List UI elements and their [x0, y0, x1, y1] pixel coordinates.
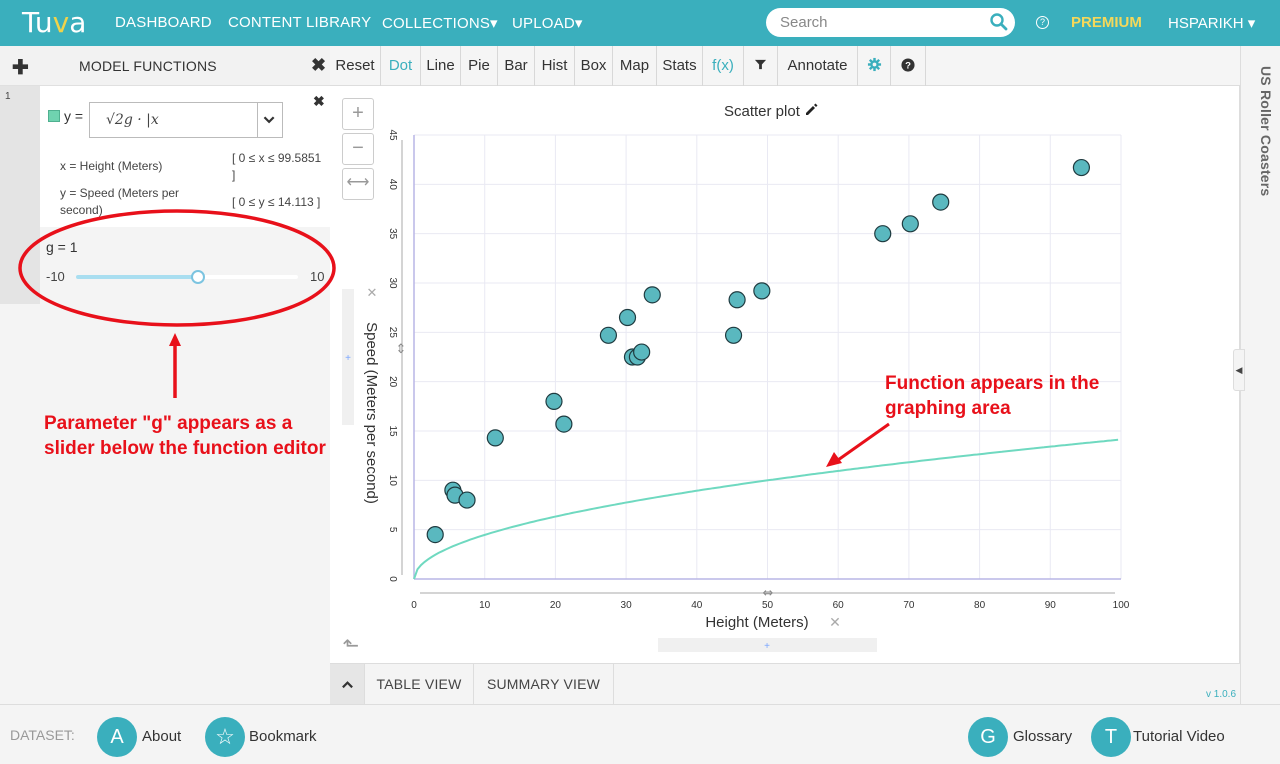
premium-link[interactable]: PREMIUM [1071, 14, 1142, 31]
help-button[interactable]: ? [891, 46, 926, 86]
user-menu[interactable]: HSPARIKH ▾ [1168, 15, 1256, 32]
function-gutter: 1 [0, 86, 40, 304]
hist-button[interactable]: Hist [535, 46, 575, 86]
y-range-label: [ 0 ≤ y ≤ 14.113 ] [232, 195, 321, 209]
x-variable-label: x = Height (Meters) [60, 159, 163, 173]
bookmark-star-icon[interactable]: ☆ [205, 717, 245, 757]
search-input[interactable] [780, 12, 980, 33]
tutorial-icon[interactable]: T [1091, 717, 1131, 757]
function-input[interactable]: √2g · |x [89, 102, 258, 138]
chevron-up-icon [341, 681, 353, 689]
param-g-label: g = 1 [46, 239, 78, 255]
version-label: v 1.0.6 [1206, 689, 1237, 700]
y-variable-label: y = Speed (Meters per second) [60, 186, 180, 217]
param-g-slider[interactable] [76, 270, 298, 284]
function-number: 1 [5, 91, 11, 102]
toggle-table-panel-button[interactable] [330, 664, 365, 704]
slider-thumb[interactable] [191, 270, 206, 284]
annotation-right-text: Function appears in the graphing area [885, 373, 1100, 419]
footer: DATASET: A About ☆ Bookmark G Glossary T… [0, 704, 1280, 764]
about-button[interactable]: About [142, 728, 182, 745]
model-functions-panel: ✚ MODEL FUNCTIONS ✖ 1 y = √2g · |x ✖ x =… [0, 46, 330, 704]
fit-button[interactable]: ⟷ [342, 168, 374, 200]
map-button[interactable]: Map [613, 46, 657, 86]
pencil-icon[interactable] [804, 103, 818, 117]
question-circle-icon[interactable]: ? [1036, 16, 1049, 29]
search-icon[interactable] [989, 12, 1009, 32]
param-max-label: 10 [310, 269, 325, 284]
bottom-tabs: TABLE VIEW SUMMARY VIEW [330, 664, 1240, 704]
dataset-label: DATASET: [10, 727, 75, 743]
glossary-icon[interactable]: G [968, 717, 1008, 757]
search-box [766, 8, 1015, 37]
nav-upload[interactable]: UPLOAD▾ [512, 15, 583, 32]
graph-toolbar: Reset Dot Line Pie Bar Hist Box Map Stat… [330, 46, 1240, 86]
svg-text:?: ? [905, 61, 911, 72]
function-dropdown-button[interactable] [257, 102, 283, 138]
tutorial-video-button[interactable]: Tutorial Video [1133, 728, 1225, 745]
graph-title[interactable]: Scatter plot [724, 103, 818, 120]
nav-collections[interactable]: COLLECTIONS▾ [382, 15, 498, 32]
stats-button[interactable]: Stats [657, 46, 703, 86]
close-panel-icon[interactable]: ✖ [311, 55, 327, 75]
zoom-out-button[interactable]: − [342, 133, 374, 165]
annotate-button[interactable]: Annotate [778, 46, 858, 86]
rail-collapse-handle[interactable]: ◀ [1233, 349, 1245, 391]
x-range-line2: ] [232, 168, 236, 182]
panel-title: MODEL FUNCTIONS [79, 58, 217, 74]
filter-icon [754, 59, 767, 70]
panel-header: ✚ MODEL FUNCTIONS ✖ [0, 46, 330, 86]
param-min-label: -10 [46, 269, 65, 284]
fx-button[interactable]: f(x) [703, 46, 744, 86]
parameter-slider-block: g = 1 -10 10 [40, 227, 330, 304]
box-button[interactable]: Box [575, 46, 613, 86]
x-range-label: [ 0 ≤ x ≤ 99.5851 ] [232, 150, 328, 184]
delete-function-icon[interactable]: ✖ [313, 93, 325, 109]
dot-button[interactable]: Dot [381, 46, 421, 86]
dataset-title[interactable]: US Roller Coasters [1258, 66, 1274, 197]
slider-fill [76, 275, 199, 279]
function-color-swatch[interactable] [48, 110, 60, 122]
chevron-down-icon [263, 116, 275, 124]
pie-button[interactable]: Pie [461, 46, 498, 86]
about-icon[interactable]: A [97, 717, 137, 757]
add-function-button[interactable]: ✚ [12, 57, 29, 79]
tab-summary-view[interactable]: SUMMARY VIEW [474, 664, 614, 704]
help-icon: ? [901, 58, 915, 72]
function-expression: √2g · |x [106, 112, 159, 128]
bookmark-button[interactable]: Bookmark [249, 728, 317, 745]
tuva-logo[interactable]: Tuva [22, 6, 87, 39]
reset-button[interactable]: Reset [330, 46, 381, 86]
annotation-left-text: Parameter "g" appears as a slider below … [44, 413, 326, 459]
settings-button[interactable] [858, 46, 891, 86]
filter-button[interactable] [744, 46, 778, 86]
tab-table-view[interactable]: TABLE VIEW [365, 664, 474, 704]
x-range-line1: [ 0 ≤ x ≤ 99.5851 [232, 151, 322, 165]
nav-content-library[interactable]: CONTENT LIBRARY [228, 14, 372, 31]
line-button[interactable]: Line [421, 46, 461, 86]
gear-icon [867, 57, 881, 72]
nav-dashboard[interactable]: DASHBOARD [115, 14, 212, 31]
zoom-in-button[interactable]: + [342, 98, 374, 130]
function-editor: y = √2g · |x ✖ x = Height (Meters) [ 0 ≤… [40, 86, 330, 227]
top-nav: Tuva DASHBOARD CONTENT LIBRARY COLLECTIO… [0, 0, 1280, 46]
bar-button[interactable]: Bar [498, 46, 535, 86]
function-y-label: y = [64, 108, 84, 124]
glossary-button[interactable]: Glossary [1013, 728, 1073, 745]
graph-title-text: Scatter plot [724, 103, 800, 120]
